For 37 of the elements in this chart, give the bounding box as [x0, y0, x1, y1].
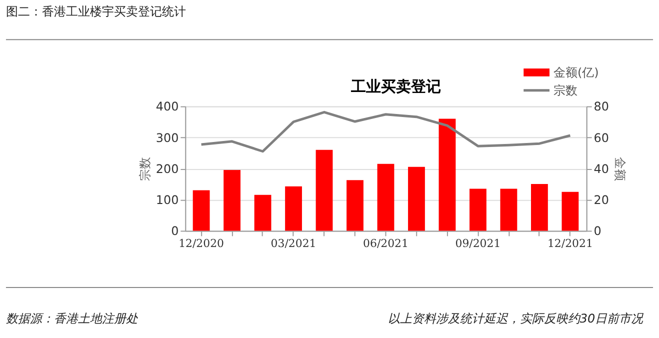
- y-tick-label: 300: [156, 130, 179, 145]
- y-tick-label: 200: [156, 162, 179, 176]
- bar: [438, 118, 456, 231]
- text: 数据源：香港土地注册处: [6, 311, 139, 326]
- y2-tick-label: 60: [594, 130, 609, 145]
- y2-tick-label: 20: [594, 193, 609, 208]
- y-tick-label: 0: [171, 224, 179, 238]
- bar: [224, 170, 240, 231]
- chart-title: 工业买卖登记: [350, 77, 442, 96]
- bar: [285, 186, 302, 231]
- bar: [377, 164, 394, 231]
- bar: [470, 188, 486, 231]
- bar: [254, 194, 272, 231]
- x-tick-label: 06/2021: [363, 237, 408, 250]
- x-tick-label: 03/2021: [270, 237, 316, 250]
- x-tick-label: 12/2020: [178, 237, 224, 250]
- bar: [346, 180, 364, 231]
- x-tick-label: 12/2021: [547, 237, 593, 250]
- y-axis-title: 宗数: [138, 156, 152, 181]
- bar: [500, 188, 518, 231]
- text: 图二：香港工业楼宇买卖登记统计: [6, 4, 186, 19]
- y2-tick-label: 80: [594, 100, 609, 114]
- y2-tick-label: 0: [594, 224, 602, 238]
- y2-axis-title: 金额: [612, 156, 627, 181]
- x-tick-label: 09/2021: [455, 237, 501, 250]
- bar: [562, 192, 579, 231]
- y-tick-label: 100: [156, 193, 179, 208]
- bar: [192, 190, 210, 231]
- bar: [408, 166, 425, 231]
- line-series: [200, 110, 572, 153]
- y2-tick-label: 40: [594, 162, 609, 176]
- text: 以上资料涉及统计延迟，实际反映约30日前市况: [388, 311, 644, 326]
- bar: [530, 184, 548, 231]
- legend-label: 宗数: [553, 83, 578, 98]
- legend-label: 金额(亿): [553, 65, 599, 80]
- bar: [316, 150, 333, 231]
- y-tick-label: 400: [156, 100, 179, 114]
